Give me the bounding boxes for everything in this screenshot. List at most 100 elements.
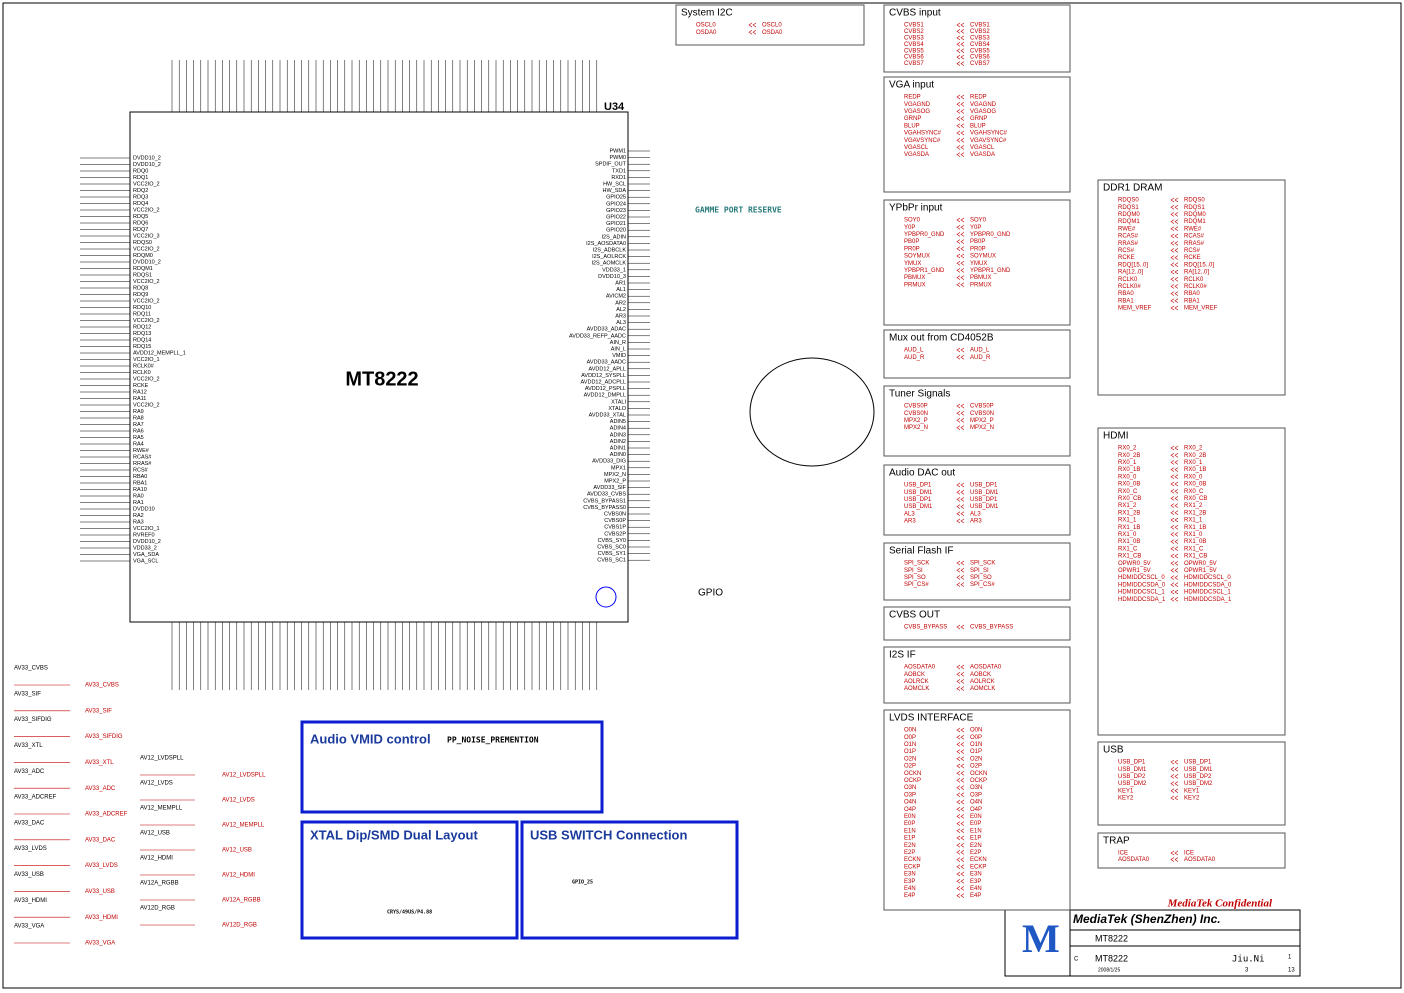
- connector: [1170, 596, 1179, 602]
- net-label: HDMIDDCSDA_0: [1184, 582, 1232, 588]
- connector: [956, 770, 965, 776]
- rail: AV12_LVDS: [140, 781, 173, 787]
- net-label: RCLK0#: [1118, 284, 1141, 290]
- pin-name: PWM1: [610, 148, 627, 154]
- connector: [956, 686, 965, 691]
- pin-name: AVICM2: [606, 294, 626, 300]
- connector: [1170, 589, 1179, 595]
- connector: [1170, 467, 1179, 472]
- net-label: RX0_1B: [1118, 467, 1140, 473]
- rail: AV12_LVDSPLL: [140, 756, 184, 762]
- net-label: O2N: [970, 756, 982, 762]
- net-label: O1N: [970, 742, 982, 748]
- connector: [1170, 248, 1179, 253]
- pin-name: GPIO24: [606, 201, 626, 207]
- connector: [1170, 850, 1179, 856]
- net-label: OSDA0: [696, 30, 717, 36]
- connector: [1170, 219, 1179, 224]
- net-label: AL3: [970, 511, 981, 517]
- net-label: RX0_0B: [1184, 482, 1206, 488]
- pin-name: RA6: [133, 428, 144, 434]
- net-label: Y0P: [904, 225, 915, 231]
- net-label: KEY2: [1184, 796, 1200, 802]
- connector: [956, 835, 965, 841]
- net-label: PRMUX: [970, 282, 992, 288]
- connector: [1170, 560, 1179, 566]
- connector: [956, 232, 965, 237]
- net-label: ECKN: [970, 857, 987, 863]
- pin-name: MPX2_N: [604, 472, 626, 478]
- net-label: USB_DP1: [904, 497, 932, 503]
- connector: [956, 756, 965, 762]
- box: [883, 199, 1071, 326]
- net-label: VGAHSYNC#: [904, 131, 942, 137]
- box: [1097, 832, 1286, 869]
- net-label: GRNP: [904, 116, 921, 122]
- pin-name: VCC2IO_3: [133, 233, 160, 239]
- net-label: OSDA0: [762, 30, 783, 36]
- net-label: RX0_CB: [1184, 496, 1207, 502]
- rail: AV33_SIFDIG: [85, 734, 123, 740]
- net-label: HDMIDDCSCL_1: [1118, 590, 1165, 596]
- rail: AV12_LVDS: [222, 798, 255, 804]
- net-label: OPWR0_5V: [1184, 561, 1217, 567]
- rail: AV33_XTL: [85, 760, 114, 766]
- net-label: AOLRCK: [970, 679, 995, 685]
- net-label: CVBS1: [970, 23, 990, 29]
- net-label: E4P: [970, 893, 981, 899]
- chip-ref: U34: [604, 101, 625, 113]
- pin-name: DVDD10_3: [598, 274, 626, 280]
- rail: AV12_MEMPLL: [222, 823, 265, 829]
- connector: [956, 22, 965, 28]
- connector: [1170, 568, 1179, 573]
- rail: AV12_MEMPLL: [140, 806, 183, 812]
- pin-name: RDQM1: [133, 266, 153, 272]
- connector: [956, 137, 965, 143]
- connector: [956, 29, 965, 34]
- net-label: YMUX: [904, 261, 921, 267]
- box: [883, 606, 1071, 641]
- box: [883, 542, 1071, 601]
- box: [883, 709, 1071, 911]
- net-label: SPI_CS#: [970, 582, 995, 588]
- net-label: RCKE: [1184, 255, 1201, 261]
- net-label: YMUX: [970, 261, 987, 267]
- doc: MT8222: [1095, 953, 1128, 963]
- box-title: YPbPr input: [889, 203, 943, 214]
- connector: [1170, 496, 1179, 501]
- connector: [956, 567, 965, 573]
- connector: [956, 246, 965, 252]
- box: [883, 329, 1071, 379]
- net-label: VGAGND: [904, 102, 931, 108]
- net-label: PBMUX: [970, 275, 991, 281]
- pin-name: VCC2IO_2: [133, 318, 160, 324]
- net-label: CVBS0P: [970, 404, 994, 410]
- net-label: HDMIDDCSDA_1: [1118, 597, 1166, 603]
- net-label: O4P: [970, 807, 982, 813]
- pin-name: VDD33_2: [133, 545, 157, 551]
- pin-name: ADIN4: [610, 426, 626, 432]
- net-label: RX1_1B: [1118, 525, 1140, 531]
- net-label: SPI_SO: [970, 575, 992, 581]
- connector: [1170, 781, 1179, 786]
- box-title: HDMI: [1103, 431, 1129, 442]
- net-label: RX1_2B: [1118, 510, 1140, 516]
- pin-name: RA11: [133, 396, 146, 402]
- pin-name: VGA_SCL: [133, 558, 158, 564]
- net-label: E0N: [904, 814, 916, 820]
- net-label: RBA0: [1184, 291, 1200, 297]
- rail: AV33_DAC: [85, 837, 116, 843]
- pin-name: RXD1: [611, 175, 626, 181]
- connector: [956, 871, 965, 877]
- net-label: O3P: [904, 792, 916, 798]
- net-label: CVBS4: [904, 42, 924, 48]
- connector: [1170, 212, 1179, 217]
- rail: AV12A_RGBB: [140, 881, 179, 887]
- pin-name: VCC2IO_2: [133, 207, 160, 213]
- connector: [956, 489, 965, 495]
- connector: [956, 504, 965, 509]
- connector: [1170, 291, 1179, 296]
- net-label: RX1_1: [1184, 518, 1203, 524]
- company: MediaTek (ShenZhen) Inc.: [1073, 912, 1221, 926]
- pin-name: RA8: [133, 415, 144, 421]
